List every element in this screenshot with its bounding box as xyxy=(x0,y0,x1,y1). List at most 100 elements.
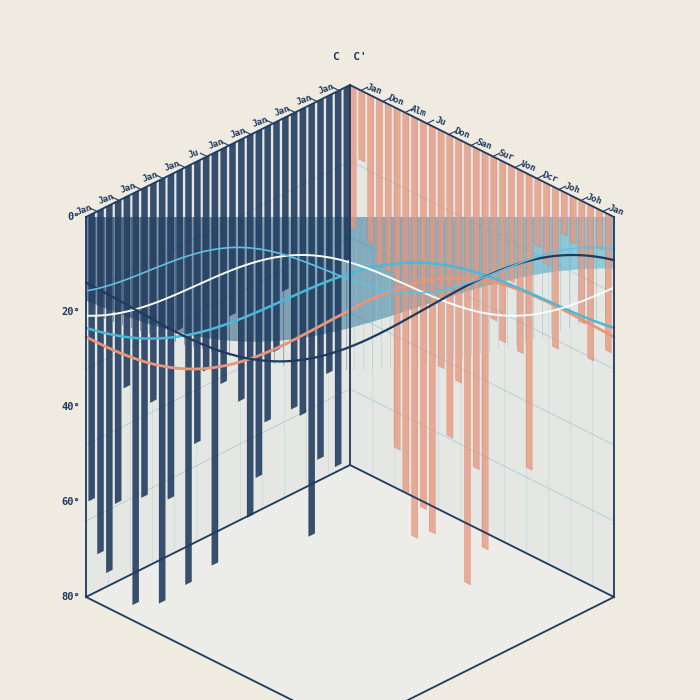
Polygon shape xyxy=(265,125,271,422)
Polygon shape xyxy=(548,217,554,272)
Polygon shape xyxy=(106,204,113,573)
Text: Sur: Sur xyxy=(497,148,515,162)
Polygon shape xyxy=(462,217,469,293)
Text: C  C': C C' xyxy=(333,52,367,62)
Text: Don: Don xyxy=(453,126,471,140)
Polygon shape xyxy=(150,182,156,402)
Polygon shape xyxy=(464,142,470,585)
Polygon shape xyxy=(561,190,568,236)
Polygon shape xyxy=(326,94,332,374)
Polygon shape xyxy=(274,120,279,352)
Polygon shape xyxy=(508,164,514,283)
Polygon shape xyxy=(396,217,402,314)
Polygon shape xyxy=(203,155,209,371)
Text: Don: Don xyxy=(387,93,405,107)
Text: 0°: 0° xyxy=(67,212,80,222)
Polygon shape xyxy=(429,125,435,534)
Polygon shape xyxy=(544,182,550,265)
Polygon shape xyxy=(429,217,436,304)
Polygon shape xyxy=(271,217,277,342)
Polygon shape xyxy=(456,138,462,384)
Polygon shape xyxy=(412,116,418,538)
Polygon shape xyxy=(502,217,508,282)
Text: Jan: Jan xyxy=(273,104,291,118)
Polygon shape xyxy=(225,217,231,341)
Polygon shape xyxy=(244,217,251,342)
Text: Jan: Jan xyxy=(141,170,159,184)
Polygon shape xyxy=(218,217,225,340)
Text: Jan: Jan xyxy=(75,203,93,217)
Polygon shape xyxy=(416,217,423,308)
Text: Jan: Jan xyxy=(607,203,625,217)
Polygon shape xyxy=(99,217,106,309)
Text: Joh: Joh xyxy=(563,181,581,195)
Polygon shape xyxy=(258,217,264,342)
Polygon shape xyxy=(482,217,489,287)
Text: Jan: Jan xyxy=(317,82,335,96)
Text: 60°: 60° xyxy=(62,497,80,507)
Polygon shape xyxy=(310,217,317,337)
Text: Jan: Jan xyxy=(365,82,383,96)
Polygon shape xyxy=(581,217,587,270)
Polygon shape xyxy=(526,173,532,470)
Polygon shape xyxy=(86,85,350,597)
Polygon shape xyxy=(350,85,356,230)
Polygon shape xyxy=(447,134,453,438)
Polygon shape xyxy=(594,217,601,269)
Text: Jan: Jan xyxy=(163,159,181,173)
Polygon shape xyxy=(377,98,383,267)
Text: Von: Von xyxy=(519,159,537,173)
Polygon shape xyxy=(256,129,262,477)
Polygon shape xyxy=(119,217,125,316)
Text: 40°: 40° xyxy=(62,402,80,412)
Text: 80°: 80° xyxy=(62,592,80,602)
Polygon shape xyxy=(146,217,152,325)
Polygon shape xyxy=(423,217,429,306)
Polygon shape xyxy=(176,169,183,331)
Polygon shape xyxy=(535,217,541,275)
Polygon shape xyxy=(337,217,344,331)
Polygon shape xyxy=(552,186,559,349)
Polygon shape xyxy=(344,85,350,262)
Polygon shape xyxy=(508,217,515,280)
Polygon shape xyxy=(491,155,497,321)
Polygon shape xyxy=(596,208,603,251)
Polygon shape xyxy=(113,217,119,314)
Polygon shape xyxy=(165,217,172,330)
Polygon shape xyxy=(300,107,306,416)
Text: Jan: Jan xyxy=(119,181,137,195)
Polygon shape xyxy=(132,190,139,605)
Polygon shape xyxy=(515,217,522,279)
Polygon shape xyxy=(231,217,238,342)
Polygon shape xyxy=(587,217,594,269)
Polygon shape xyxy=(436,217,442,301)
Polygon shape xyxy=(211,217,218,340)
Polygon shape xyxy=(390,217,396,316)
Polygon shape xyxy=(482,151,488,550)
Polygon shape xyxy=(456,217,462,295)
Polygon shape xyxy=(159,217,165,329)
Polygon shape xyxy=(449,217,456,297)
Polygon shape xyxy=(186,164,192,584)
Polygon shape xyxy=(178,217,185,334)
Polygon shape xyxy=(277,217,284,341)
Polygon shape xyxy=(139,217,146,323)
Polygon shape xyxy=(421,120,426,510)
Text: Ju: Ju xyxy=(188,148,201,160)
Polygon shape xyxy=(608,217,614,269)
Polygon shape xyxy=(247,134,253,517)
Polygon shape xyxy=(106,217,113,311)
Polygon shape xyxy=(438,129,444,369)
Polygon shape xyxy=(568,217,575,270)
Polygon shape xyxy=(370,217,377,323)
Text: Jan: Jan xyxy=(229,126,247,140)
Polygon shape xyxy=(220,146,227,384)
Polygon shape xyxy=(317,98,323,459)
Polygon shape xyxy=(152,217,159,327)
Polygon shape xyxy=(377,217,383,321)
Polygon shape xyxy=(410,217,416,310)
Polygon shape xyxy=(587,204,594,361)
Polygon shape xyxy=(475,217,482,289)
Polygon shape xyxy=(344,217,350,330)
Polygon shape xyxy=(194,160,200,444)
